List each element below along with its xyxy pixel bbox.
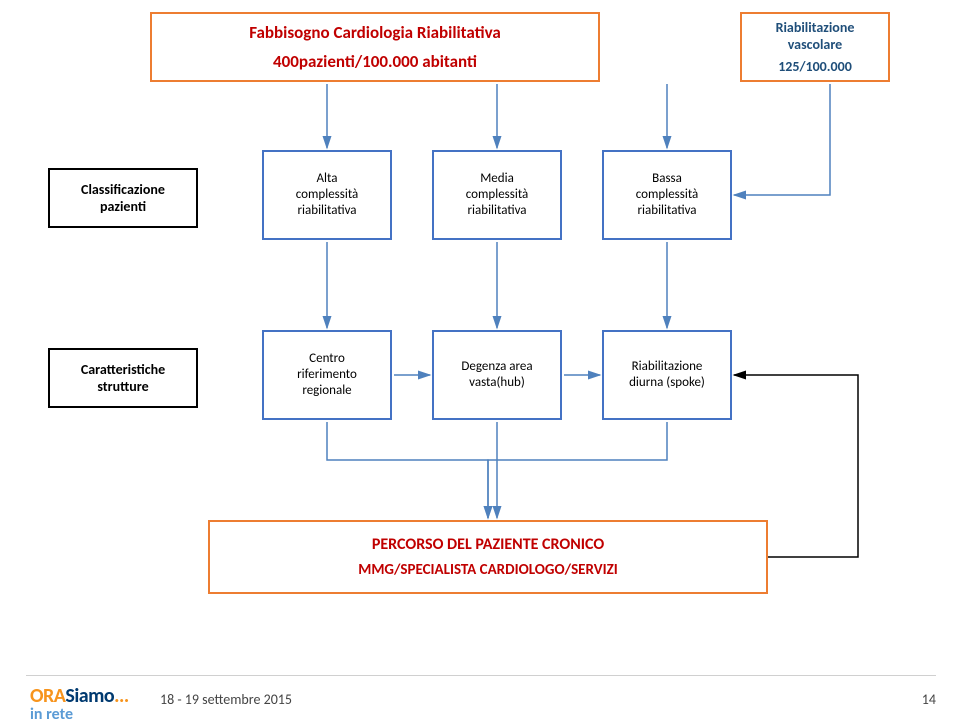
row2-node-diurna: Riabilitazione diurna (spoke)	[602, 330, 732, 420]
header-main: Fabbisogno Cardiologia Riabilitativa 400…	[150, 12, 600, 82]
row1-node-bassa: Bassa complessità riabilitativa	[602, 150, 732, 240]
footer-rule	[26, 675, 936, 676]
row1-node-alta: Alta complessità riabilitativa	[262, 150, 392, 240]
footer-box: PERCORSO DEL PAZIENTE CRONICO MMG/SPECIA…	[208, 520, 768, 594]
page-number: 14	[922, 691, 936, 708]
side-l2: vascolare	[788, 36, 842, 54]
row2-node-degenza: Degenza area vasta(hub)	[432, 330, 562, 420]
footer-line2: MMG/SPECIALISTA CARDIOLOGO/SERVIZI	[358, 561, 618, 580]
logo-sub: in rete	[30, 705, 73, 724]
row2-label: Caratteristiche strutture	[48, 348, 198, 408]
row2-node-centro: Centro riferimento regionale	[262, 330, 392, 420]
footer-line1: PERCORSO DEL PAZIENTE CRONICO	[372, 535, 604, 555]
side-l3: 125/100.000	[778, 58, 852, 76]
header-line2: 400pazienti/100.000 abitanti	[273, 51, 477, 72]
row1-node-media: Media complessità riabilitativa	[432, 150, 562, 240]
row1-label: Classificazione pazienti	[48, 168, 198, 228]
header-side: Riabilitazione vascolare 125/100.000	[740, 12, 890, 82]
footer-date: 18 - 19 settembre 2015	[160, 691, 292, 708]
side-l1: Riabilitazione	[776, 19, 855, 37]
header-line1: Fabbisogno Cardiologia Riabilitativa	[249, 22, 501, 43]
